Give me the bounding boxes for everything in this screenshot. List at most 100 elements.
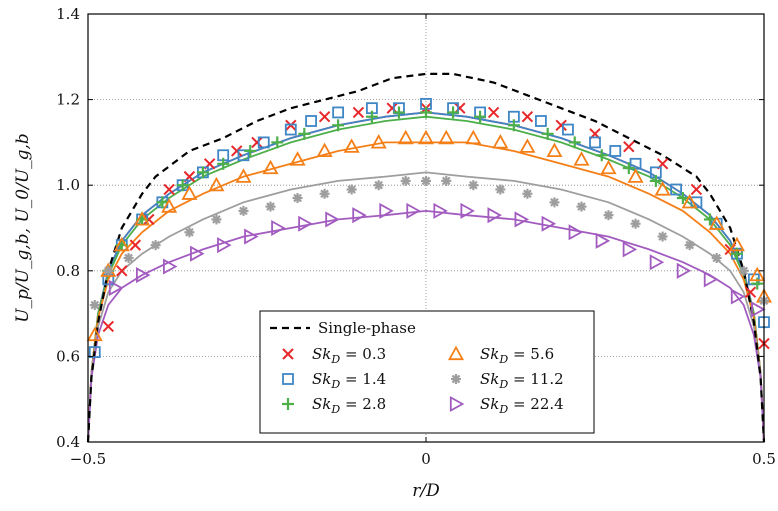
data-point-series-1 (129, 239, 142, 251)
data-point-series-3 (244, 144, 257, 157)
data-point-series-1 (623, 140, 635, 153)
data-point-series-5 (292, 193, 303, 204)
data-point-series-3 (420, 106, 432, 119)
x-tick-label: 0.5 (752, 450, 776, 468)
legend-marker-2 (447, 345, 465, 361)
data-point-series-3 (474, 110, 487, 123)
data-point-series-1 (143, 213, 155, 226)
data-point-series-5 (468, 180, 479, 191)
y-tick-label: 1.2 (56, 91, 80, 109)
data-point-series-4 (573, 151, 590, 166)
data-point-series-2 (670, 183, 683, 196)
data-point-series-1 (690, 183, 703, 196)
axis-ticks: 0.4 0.6 0.8 1.0 1.2 1.4 −0.5 0 0.5 (56, 5, 776, 468)
legend-marker-6 (449, 395, 465, 413)
legend-label-3: SkD = 1.4 (312, 370, 386, 391)
data-point-series-5 (576, 201, 587, 212)
marker-stroke (293, 193, 302, 203)
marker-stroke (374, 180, 383, 190)
single-phase-curve (86, 72, 766, 443)
data-point-series-6 (433, 202, 448, 219)
y-tick-label: 0.8 (56, 262, 80, 280)
marker-stroke (496, 185, 505, 194)
legend-marker-1 (282, 348, 294, 360)
marker-stroke (744, 286, 757, 298)
data-point-series-5 (123, 252, 134, 263)
data-point-series-3 (649, 174, 662, 187)
data-point-series-5 (603, 210, 614, 221)
data-point-series-4 (546, 142, 563, 158)
marker-stroke (163, 183, 175, 196)
marker-stroke (251, 136, 263, 149)
fit-curve-4 (87, 141, 765, 443)
data-point-series-2 (305, 115, 317, 127)
data-point-series-1 (744, 286, 757, 298)
data-point-series-3 (271, 136, 284, 149)
data-point-series-4 (208, 176, 225, 192)
marker-stroke (352, 106, 365, 119)
data-point-series-6 (163, 258, 178, 275)
data-point-series-6 (325, 211, 340, 228)
data-point-series-6 (487, 207, 502, 224)
data-point-series-4 (181, 185, 198, 200)
data-point-series-5 (103, 265, 114, 276)
data-point-series-6 (730, 288, 746, 305)
data-point-series-1 (102, 320, 114, 333)
data-point-series-6 (406, 202, 421, 219)
marker-stroke (129, 239, 142, 251)
marker-stroke (577, 202, 586, 211)
marker-stroke (487, 106, 500, 119)
y-tick-label: 1.0 (56, 176, 80, 194)
data-point-series-3 (595, 149, 608, 162)
data-point-series-1 (318, 111, 331, 123)
marker-stroke (469, 180, 478, 190)
data-point-series-1 (116, 265, 128, 277)
data-point-series-2 (237, 149, 250, 162)
data-point-series-2 (535, 115, 547, 127)
legend-label-6: SkD = 22.4 (480, 395, 564, 416)
marker-stroke (523, 189, 532, 199)
legend-label-5: SkD = 2.8 (312, 395, 386, 416)
data-point-series-4 (654, 181, 671, 196)
x-tick-label: −0.5 (70, 450, 106, 468)
data-point-series-4 (161, 198, 178, 213)
data-point-series-4 (397, 129, 414, 145)
data-point-series-6 (352, 207, 367, 224)
data-point-series-5 (657, 231, 668, 242)
data-point-series-4 (519, 138, 536, 153)
data-point-series-5 (184, 227, 195, 238)
marker-stroke (143, 213, 155, 226)
data-point-series-4 (289, 151, 306, 166)
data-point-series-1 (521, 111, 534, 123)
data-point-series-5 (630, 218, 641, 229)
y-tick-label: 0.4 (56, 433, 80, 451)
y-tick-label: 1.4 (56, 5, 80, 23)
marker-stroke (151, 240, 160, 250)
data-point-series-3 (622, 162, 635, 175)
data-point-series-3 (676, 192, 689, 205)
legend-box (259, 310, 595, 434)
marker-stroke (421, 176, 431, 186)
data-point-series-4 (417, 129, 435, 145)
legend-marker-5 (282, 398, 294, 410)
marker-stroke (739, 266, 749, 276)
data-point-series-6 (108, 279, 124, 296)
legend-marker-4 (451, 374, 461, 384)
data-point-series-5 (346, 184, 357, 195)
marker-stroke (550, 198, 559, 207)
data-point-series-6 (568, 224, 584, 241)
data-point-series-6 (541, 215, 557, 232)
data-point-series-6 (244, 228, 259, 245)
data-point-series-2 (589, 136, 601, 149)
data-point-series-4 (728, 236, 745, 252)
data-point-series-5 (549, 197, 560, 208)
data-point-series-3 (365, 110, 378, 123)
data-point-series-5 (495, 184, 506, 195)
data-point-series-5 (211, 214, 222, 225)
data-point-series-5 (684, 240, 695, 251)
data-point-series-1 (487, 106, 500, 119)
data-point-series-5 (738, 265, 749, 276)
data-point-series-6 (595, 232, 611, 249)
data-point-series-4 (262, 159, 279, 175)
